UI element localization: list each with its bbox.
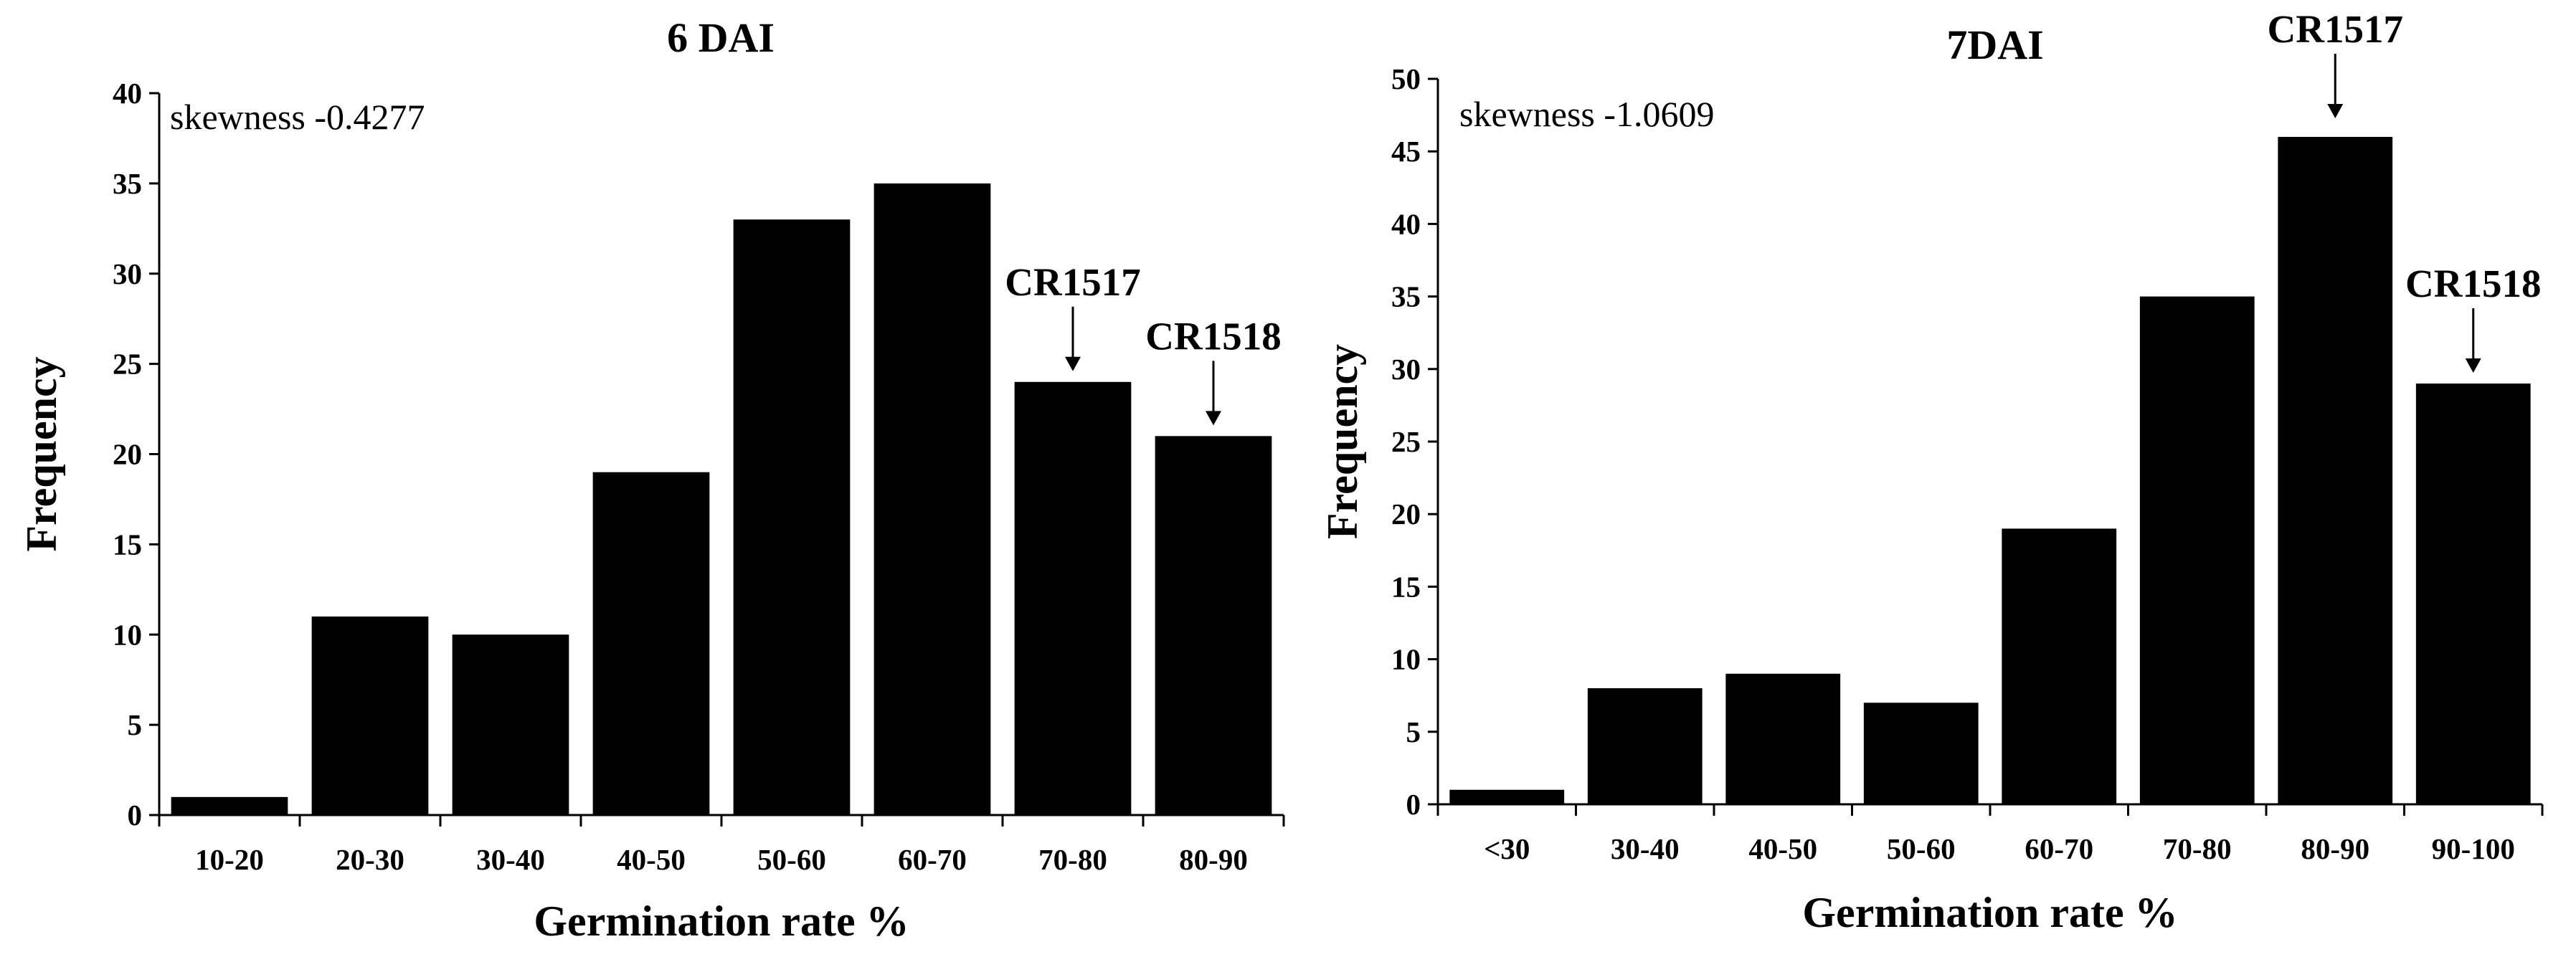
y-tick-label: 5 bbox=[1406, 715, 1421, 748]
y-tick-label: 40 bbox=[1391, 207, 1421, 240]
y-tick-label: 45 bbox=[1391, 135, 1421, 168]
chart-7dai: 7DAI 0 5 10 15 20 25 30 35 40 45 50 <30 30-40 40-50 50-… bbox=[1319, 7, 2544, 936]
x-tick-label: 70-80 bbox=[2163, 832, 2232, 865]
x-tick-label: 20-30 bbox=[336, 843, 404, 876]
x-tick-label: 60-70 bbox=[898, 843, 967, 876]
y-tick-label: 10 bbox=[113, 618, 142, 651]
x-axis-label: Germination rate % bbox=[1802, 889, 2177, 936]
x-tick-label: 80-90 bbox=[2301, 832, 2369, 865]
y-tick-label: 20 bbox=[1391, 497, 1421, 530]
annotation-arrow-head bbox=[1065, 356, 1081, 371]
x-axis-label: Germination rate % bbox=[534, 897, 909, 945]
annotation-arrow-head bbox=[1206, 411, 1221, 426]
y-tick-label: 10 bbox=[1391, 643, 1421, 676]
x-tick-label: 40-50 bbox=[1748, 832, 1817, 865]
chart-title: 7DAI bbox=[1946, 22, 2043, 68]
x-tick-label: 50-60 bbox=[757, 843, 826, 876]
x-tick-label: 80-90 bbox=[1179, 843, 1248, 876]
y-tick-label: 15 bbox=[113, 528, 142, 561]
y-tick-label: 30 bbox=[1391, 353, 1421, 386]
x-tick-label: 90-100 bbox=[2432, 832, 2515, 865]
y-tick-label: 15 bbox=[1391, 570, 1421, 603]
y-tick-label: 30 bbox=[113, 257, 142, 290]
annotation-arrow-head bbox=[2327, 103, 2344, 118]
bar bbox=[1725, 673, 1841, 804]
skewness-text: skewness -1.0609 bbox=[1459, 94, 1715, 134]
y-tick-label: 5 bbox=[128, 708, 143, 741]
annotation-label: CR1517 bbox=[1005, 260, 1140, 304]
y-tick-label: 0 bbox=[1406, 788, 1421, 821]
skewness-text: skewness -0.4277 bbox=[170, 97, 425, 137]
x-tick-label: <30 bbox=[1484, 832, 1530, 865]
bar bbox=[452, 634, 569, 815]
bar bbox=[1449, 789, 1565, 804]
x-tick-label: 30-40 bbox=[476, 843, 545, 876]
x-tick-label: 60-70 bbox=[2025, 832, 2093, 865]
y-tick-label: 40 bbox=[113, 77, 142, 110]
y-tick-label: 25 bbox=[1391, 425, 1421, 458]
x-tick-label: 30-40 bbox=[1611, 832, 1680, 865]
x-tick-label: 50-60 bbox=[1887, 832, 1956, 865]
y-tick-label: 20 bbox=[113, 438, 142, 471]
y-tick-label: 35 bbox=[1391, 280, 1421, 313]
y-tick-label: 50 bbox=[1391, 62, 1421, 95]
bar bbox=[1014, 381, 1132, 815]
bar bbox=[311, 616, 429, 815]
bar bbox=[2002, 528, 2117, 804]
y-tick-label: 25 bbox=[113, 348, 142, 381]
bar bbox=[2278, 136, 2393, 804]
chart-6dai: 6 DAI 0 5 10 15 20 25 30 35 40 10-20 20-30 30-40 40-5… bbox=[18, 14, 1285, 945]
y-tick-label: 35 bbox=[113, 167, 142, 200]
bar bbox=[873, 183, 991, 815]
x-tick-label: 40-50 bbox=[617, 843, 686, 876]
annotation-label: CR1518 bbox=[2405, 262, 2541, 305]
bar bbox=[2139, 296, 2255, 805]
bar bbox=[1587, 688, 1703, 804]
bar bbox=[1155, 436, 1272, 815]
x-tick-label: 70-80 bbox=[1038, 843, 1107, 876]
chart-title: 6 DAI bbox=[667, 14, 775, 61]
x-tick-label: 10-20 bbox=[195, 843, 264, 876]
annotation-arrow-head bbox=[2465, 358, 2481, 373]
bar bbox=[1863, 703, 1979, 804]
annotation-label: CR1517 bbox=[2268, 7, 2403, 51]
y-tick-label: 0 bbox=[128, 799, 143, 832]
y-axis-label: Frequency bbox=[1319, 344, 1366, 539]
bar bbox=[733, 219, 851, 816]
bar bbox=[592, 472, 710, 815]
annotation-label: CR1518 bbox=[1145, 314, 1281, 358]
bar bbox=[171, 796, 288, 815]
bar bbox=[2415, 384, 2531, 804]
y-axis-label: Frequency bbox=[18, 356, 65, 551]
